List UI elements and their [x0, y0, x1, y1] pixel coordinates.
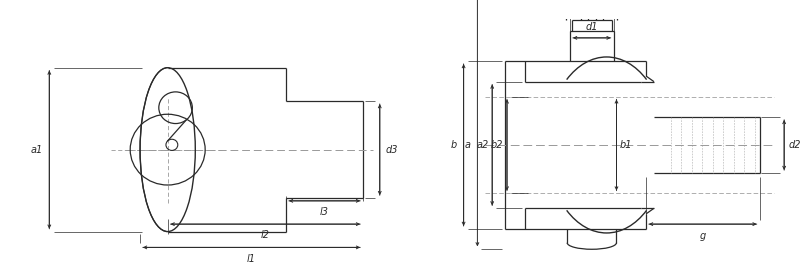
Text: d3: d3 [386, 145, 398, 155]
Text: a: a [465, 140, 470, 150]
Text: l3: l3 [320, 207, 329, 217]
Text: a2: a2 [476, 140, 489, 150]
Text: l1: l1 [247, 254, 256, 263]
Text: l2: l2 [261, 230, 270, 240]
Text: b: b [450, 140, 457, 150]
Text: d2: d2 [789, 140, 800, 150]
Text: b1: b1 [620, 140, 633, 150]
Text: g: g [700, 231, 706, 241]
Text: a1: a1 [30, 145, 42, 155]
Text: b2: b2 [491, 140, 503, 150]
Text: d1: d1 [586, 22, 598, 32]
